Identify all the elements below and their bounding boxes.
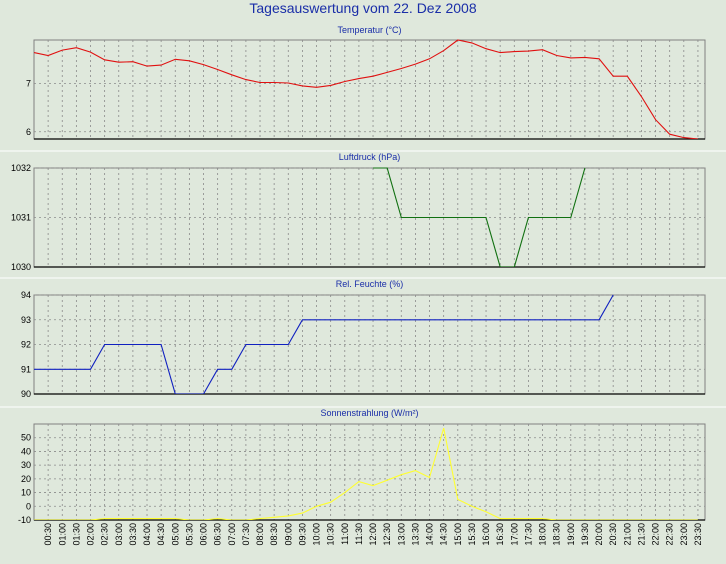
x-tick-label: 07:00 (227, 523, 237, 546)
x-tick-label: 21:00 (622, 523, 632, 546)
x-tick-label: 14:30 (439, 523, 449, 546)
x-tick-label: 07:30 (241, 523, 251, 546)
x-tick-label: 22:00 (651, 523, 661, 546)
x-tick-label: 01:30 (71, 523, 81, 546)
x-tick-label: 16:00 (481, 523, 491, 546)
x-tick-label: 21:30 (636, 523, 646, 546)
y-tick-label: 1030 (11, 262, 31, 272)
y-tick-label: 93 (21, 315, 31, 325)
y-tick-label: 92 (21, 340, 31, 350)
x-tick-label: 00:30 (43, 523, 53, 546)
x-tick-label: 05:00 (170, 523, 180, 546)
x-tick-label: 10:00 (312, 523, 322, 546)
x-tick-label: 23:00 (679, 523, 689, 546)
x-tick-label: 19:30 (580, 523, 590, 546)
x-tick-label: 18:00 (538, 523, 548, 546)
x-tick-label: 11:00 (340, 523, 350, 545)
x-tick-label: 09:00 (283, 523, 293, 546)
x-tick-label: 23:30 (693, 523, 703, 546)
x-tick-label: 06:00 (199, 523, 209, 546)
x-tick-label: 20:30 (608, 523, 618, 546)
x-tick-label: 13:00 (396, 523, 406, 546)
y-tick-label: 90 (21, 389, 31, 399)
y-tick-label: 40 (21, 446, 31, 456)
y-tick-label: 20 (21, 474, 31, 484)
x-tick-label: 17:00 (509, 523, 519, 546)
x-tick-label: 02:30 (100, 523, 110, 546)
x-tick-label: 15:30 (467, 523, 477, 546)
x-tick-label: 08:30 (269, 523, 279, 546)
y-tick-label: -10 (18, 515, 31, 525)
series-line (34, 427, 698, 520)
x-tick-label: 14:00 (425, 523, 435, 546)
x-tick-label: 22:30 (665, 523, 675, 546)
x-tick-label: 13:30 (410, 523, 420, 546)
x-tick-label: 04:30 (156, 523, 166, 546)
y-tick-label: 50 (21, 433, 31, 443)
x-tick-label: 17:30 (523, 523, 533, 546)
y-tick-label: 7 (26, 78, 31, 88)
y-tick-label: 1032 (11, 163, 31, 173)
page-title: Tagesauswertung vom 22. Dez 2008 (249, 0, 477, 16)
x-tick-label: 09:30 (297, 523, 307, 546)
y-tick-label: 1031 (11, 213, 31, 223)
x-tick-label: 08:00 (255, 523, 265, 546)
y-tick-label: 0 (26, 501, 31, 511)
x-tick-label: 06:30 (213, 523, 223, 546)
y-tick-label: 94 (21, 290, 31, 300)
x-tick-label: 12:30 (382, 523, 392, 546)
series-line (34, 294, 614, 394)
panel-title: Temperatur (°C) (337, 25, 401, 35)
series-line (34, 39, 698, 139)
x-tick-label: 04:00 (142, 523, 152, 546)
y-tick-label: 10 (21, 488, 31, 498)
panel-title: Luftdruck (hPa) (339, 152, 401, 162)
x-tick-label: 05:30 (184, 523, 194, 546)
plot-frame (33, 39, 706, 140)
y-tick-label: 91 (21, 364, 31, 374)
x-tick-label: 03:00 (114, 523, 124, 546)
y-tick-label: 30 (21, 460, 31, 470)
x-tick-label: 01:00 (57, 523, 67, 546)
x-tick-label: 11:30 (354, 523, 364, 545)
x-tick-label: 15:00 (453, 523, 463, 546)
x-tick-label: 10:30 (326, 523, 336, 546)
series-line (373, 167, 586, 267)
x-tick-label: 02:00 (86, 523, 96, 546)
y-tick-label: 6 (26, 127, 31, 137)
x-tick-label: 03:30 (128, 523, 138, 546)
x-tick-label: 18:30 (552, 523, 562, 546)
panel-title: Rel. Feuchte (%) (336, 279, 404, 289)
x-tick-label: 20:00 (594, 523, 604, 546)
plot-frame (33, 423, 706, 521)
x-tick-label: 19:00 (566, 523, 576, 546)
x-tick-label: 12:00 (368, 523, 378, 546)
x-tick-label: 16:30 (495, 523, 505, 546)
panel-title: Sonnenstrahlung (W/m²) (320, 408, 418, 418)
